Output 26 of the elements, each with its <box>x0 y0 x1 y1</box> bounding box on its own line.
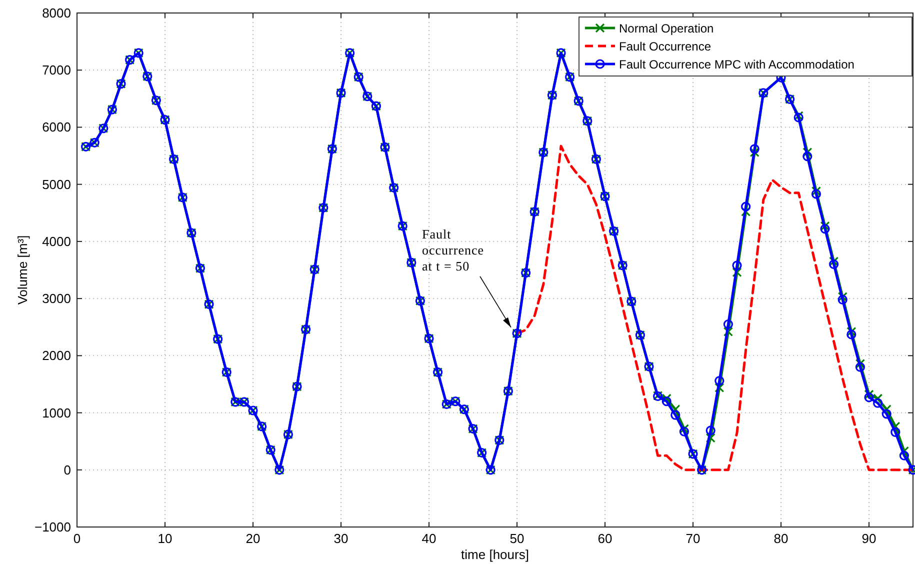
x-tick-label: 30 <box>334 531 348 546</box>
legend-label: Fault Occurrence MPC with Accommodation <box>619 58 854 72</box>
y-axis-title: Volume [m³] <box>15 235 30 305</box>
y-tick-label: −1000 <box>34 520 71 534</box>
x-tick-label: 20 <box>246 531 260 546</box>
y-tick-label: 7000 <box>42 62 71 78</box>
annotation: Fault occurrence at t = 50 <box>422 226 484 274</box>
x-axis-title: time [hours] <box>461 547 529 562</box>
legend-label: Normal Operation <box>619 22 714 36</box>
y-tick-label: 5000 <box>42 176 71 192</box>
x-tick-label: 40 <box>422 531 436 546</box>
y-tick-label: 4000 <box>42 234 71 249</box>
y-tick-label: 3000 <box>42 291 71 306</box>
x-tick-label: 50 <box>510 531 524 546</box>
y-tick-label: 0 <box>64 462 71 478</box>
x-tick-label: 90 <box>862 531 876 546</box>
legend-label: Fault Occurrence <box>619 40 712 54</box>
y-tick-label: 6000 <box>42 120 71 135</box>
x-tick-label: 60 <box>598 531 612 546</box>
y-tick-label: 2000 <box>42 348 71 364</box>
x-tick-label: 80 <box>774 531 788 546</box>
x-tick-label: 0 <box>73 531 81 546</box>
x-tick-label: 10 <box>158 531 172 546</box>
y-tick-label: 1000 <box>42 405 71 420</box>
y-tick-label: 8000 <box>42 6 71 20</box>
x-tick-label: 70 <box>686 531 700 546</box>
